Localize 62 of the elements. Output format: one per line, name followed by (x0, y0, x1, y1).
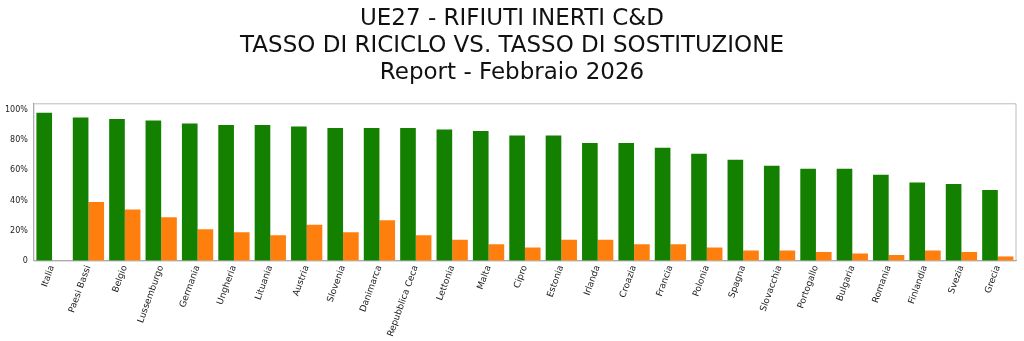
bar (763, 165, 780, 261)
bar (873, 174, 889, 261)
x-tick-label: Italia (39, 263, 57, 289)
y-tick-label: 0 (22, 256, 28, 266)
bar (472, 131, 489, 261)
bar (254, 124, 271, 261)
bar (109, 118, 125, 261)
bar (545, 135, 562, 261)
bar (291, 126, 307, 261)
bar (706, 247, 723, 261)
bar (925, 250, 941, 261)
y-tick-label: 60% (10, 165, 29, 175)
bar (654, 147, 671, 261)
bar (436, 129, 453, 261)
bar (727, 159, 744, 261)
bar (634, 244, 650, 261)
bar (743, 250, 759, 261)
bar (691, 153, 707, 261)
bar (400, 127, 416, 261)
bar (452, 239, 468, 261)
bar (561, 239, 577, 261)
bar (945, 183, 962, 261)
bar (233, 232, 250, 261)
bar (597, 239, 614, 261)
bar (509, 135, 525, 261)
y-tick-label: 100% (5, 104, 29, 114)
bar (181, 123, 198, 261)
bar (379, 220, 396, 261)
bar (618, 143, 635, 261)
y-tick-label: 20% (10, 225, 29, 235)
bar (815, 251, 832, 261)
bar (363, 127, 380, 261)
y-tick-label: 80% (10, 135, 29, 145)
bar (327, 127, 344, 261)
bar (197, 229, 214, 261)
y-tick-label: 40% (10, 195, 29, 205)
bar (670, 244, 687, 261)
x-tick-label: Paesi Bassi (66, 263, 93, 315)
bar (488, 244, 505, 261)
chart-title: UE27 - RIFIUTI INERTI C&D TASSO DI RICICLO VS. TASSO DI SOSTITUZIONE Report - Febbraio 2026 (239, 4, 785, 85)
bar (909, 182, 926, 261)
bar (524, 247, 541, 261)
bar (270, 235, 286, 261)
bar (218, 124, 234, 261)
bar (582, 143, 598, 261)
bar (72, 117, 89, 261)
bar (88, 202, 105, 261)
bar (145, 120, 162, 261)
bar (852, 253, 868, 261)
x-tick-label: Cipro (511, 263, 530, 290)
x-tick-label: Malta (474, 263, 493, 291)
bar (306, 224, 323, 261)
bar (836, 168, 853, 261)
bar (415, 235, 432, 261)
bar (800, 168, 816, 261)
bar (961, 251, 978, 261)
bar (161, 217, 177, 261)
bar (343, 232, 359, 261)
bar (779, 250, 796, 261)
bar (124, 209, 141, 261)
bar (982, 189, 998, 261)
bar (36, 112, 53, 261)
